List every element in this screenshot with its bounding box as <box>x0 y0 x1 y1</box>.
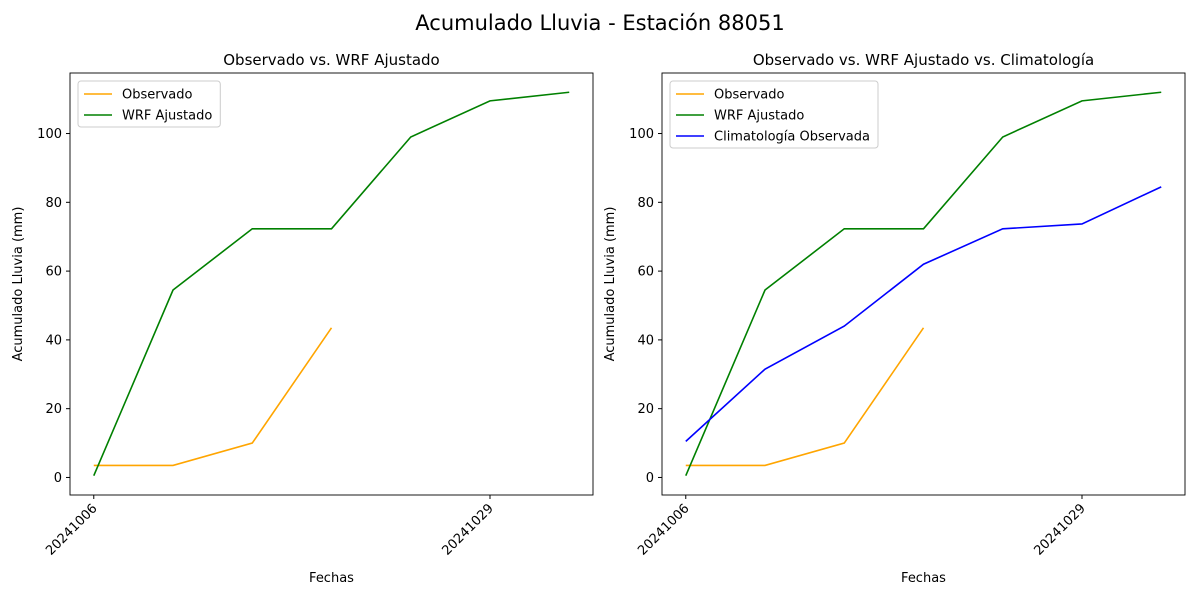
axes-frame <box>69 72 594 496</box>
y-tick-label: 40 <box>45 333 62 348</box>
series-line <box>685 327 925 467</box>
series-line <box>93 91 570 477</box>
y-tick-label: 80 <box>637 196 654 211</box>
legend: Observado WRF Ajustado <box>77 80 221 128</box>
x-tick-label: 20241006 <box>43 501 100 558</box>
y-axis-label: Acumulado Lluvia (mm) <box>11 207 26 362</box>
y-tick-label: 60 <box>637 265 654 280</box>
subplot-title: Observado vs. WRF Ajustado <box>223 51 439 69</box>
legend-label: Observado <box>122 88 193 103</box>
subplot-title: Observado vs. WRF Ajustado vs. Climatolo… <box>753 51 1094 69</box>
series-line <box>685 186 1162 442</box>
y-tick-label: 40 <box>637 333 654 348</box>
y-tick-label: 100 <box>629 127 654 142</box>
y-tick-label: 80 <box>45 196 62 211</box>
figure-title: Acumulado Lluvia - Estación 88051 <box>415 11 784 35</box>
y-tick-label: 60 <box>45 265 62 280</box>
x-axis-label: Fechas <box>901 571 946 586</box>
y-tick-label: 20 <box>45 402 62 417</box>
y-axis-label: Acumulado Lluvia (mm) <box>603 207 618 362</box>
series-line <box>93 327 333 467</box>
legend-frame <box>669 80 879 149</box>
x-tick-label: 20241029 <box>1031 501 1088 558</box>
legend: Observado WRF Ajustado Climatología Observ… <box>669 80 879 149</box>
y-tick-label: 0 <box>54 471 62 486</box>
x-tick-label: 20241006 <box>635 501 692 558</box>
y-tick-label: 20 <box>637 402 654 417</box>
series-line <box>685 91 1162 477</box>
y-tick-label: 100 <box>37 127 62 142</box>
x-axis-label: Fechas <box>309 571 354 586</box>
legend-frame <box>77 80 221 128</box>
legend-label: WRF Ajustado <box>714 109 804 124</box>
x-tick-label: 20241029 <box>439 501 496 558</box>
y-tick-label: 0 <box>646 471 654 486</box>
legend-label: WRF Ajustado <box>122 109 212 124</box>
legend-label: Climatología Observada <box>714 130 870 145</box>
legend-label: Observado <box>714 88 785 103</box>
axes-frame <box>661 72 1186 496</box>
